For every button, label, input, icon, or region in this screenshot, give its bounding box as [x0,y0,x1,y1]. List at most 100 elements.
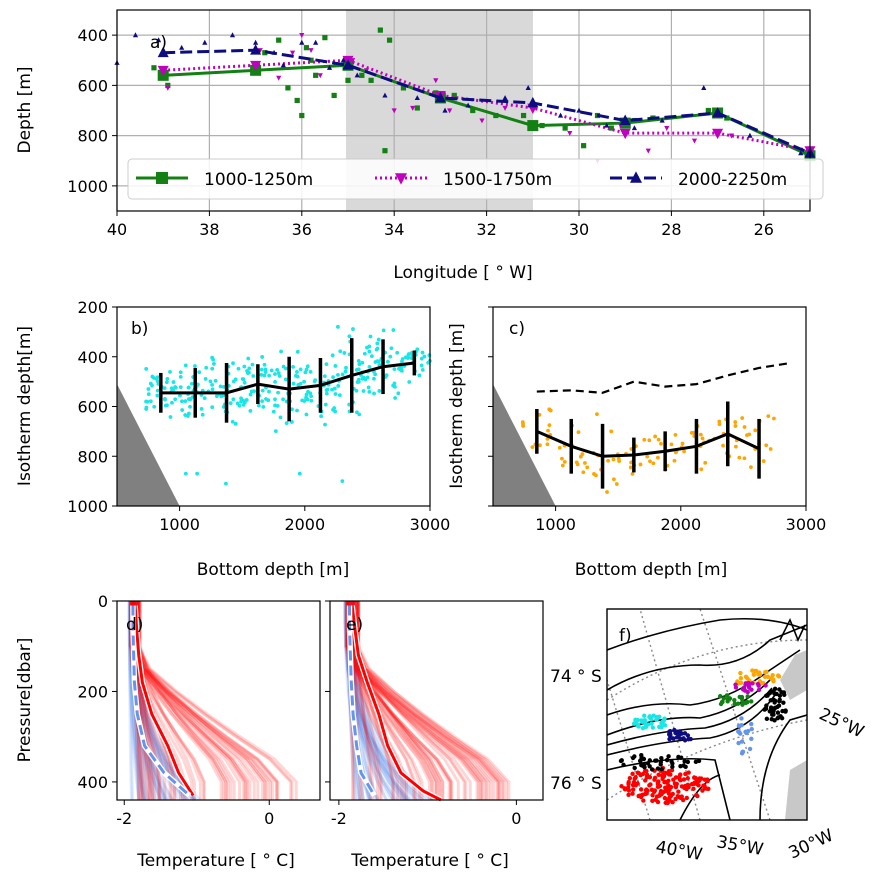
panel-b-ytick-label: 200 [77,298,108,317]
panel-a-ytick-label: 800 [77,127,108,146]
panel-c-point [699,467,704,472]
panel-b-point [260,355,265,359]
panel-b-point [395,350,400,355]
map-station [668,732,673,737]
panel-b-point [372,376,376,381]
map-station [662,723,668,728]
panel-b-point [273,397,277,402]
panel-a-point [502,95,508,101]
panel-c-point [740,416,745,420]
panel-f-frame [606,608,808,821]
panel-e-cold-profile [343,600,380,801]
panel-b-point [312,379,317,384]
panel-e-xtick-label: 0 [511,809,521,828]
panel-c-point [742,425,747,429]
panel-a: 40 38 36 34 32 30 28 26 400 600 800 1000 a) Depth [… [15,9,824,283]
panel-b-point [247,366,252,371]
panel-b-point [178,385,183,390]
panel-b-point [245,369,249,373]
panel-a-xtick-label: 34 [384,220,404,239]
map-station [781,700,786,705]
map-station [773,705,778,711]
panel-b-point [199,407,204,411]
map-station [768,708,773,714]
map-station [630,791,635,796]
map-station [664,757,670,763]
map-station [661,774,667,779]
map-station [763,683,768,688]
map-station [649,767,655,772]
map-station [777,693,783,698]
panel-b-point [420,350,425,355]
panel-b-point [372,391,376,396]
panel-e-label: e) [346,615,363,635]
map-station [668,772,673,777]
panel-a-series-2 [114,32,816,158]
panel-b-point [409,356,414,360]
panel-b-ytick-label: 1000 [67,497,108,516]
panel-b-point [200,412,205,417]
panel-e-cold-profile [350,600,402,801]
panel-a-point [645,148,651,154]
map-station [670,764,675,770]
map-station [732,697,737,703]
panel-b-point [420,368,425,372]
legend-marker-0 [156,172,168,184]
panel-b-point [397,366,401,371]
panel-b-point [344,365,348,370]
panel-a-ytick-label: 1000 [67,177,108,196]
map-station [655,799,661,805]
panel-a-label: a) [150,33,167,53]
panel-a-point [377,27,383,33]
panel-b-point [256,403,261,408]
panel-b-point [178,370,183,375]
panel-a-point [414,105,420,111]
panel-c-point [672,458,677,463]
map-station [659,766,665,772]
panel-b-point [259,372,264,377]
panel-a-point [317,73,323,79]
map-station [632,765,637,771]
panel-e-series-line-1 [348,605,376,797]
map-station [705,786,710,791]
map-station [644,768,649,774]
panel-e-xlabel: Temperature [ ° C] [350,851,509,871]
panel-b-point [304,367,309,372]
panel-a-point [705,107,711,114]
panel-b-point [368,334,373,339]
panel-b-point [210,366,215,371]
legend-marker-1 [395,173,407,185]
panel-b-point [169,386,174,391]
panel-b-point [276,371,281,376]
panel-b-point [228,401,233,406]
map-station [686,737,691,742]
panel-a-xtick-label: 32 [476,220,496,239]
map-station [691,786,696,791]
panel-f-map: f) 74 ° S 76 ° S 40°W 35°W 30°W 25°W [550,608,867,865]
panel-c-point [733,424,738,428]
panel-a-point [502,105,508,111]
map-station [638,787,644,792]
panel-c-label: c) [509,319,525,339]
panel-a-series [114,27,816,164]
map-station [627,776,633,781]
panel-b-point [183,399,188,404]
panel-b-point [251,374,256,378]
panel-e-series-line-0 [350,605,442,802]
map-station [740,686,746,692]
map-station [743,682,748,687]
panel-b-point [267,373,272,378]
panel-c-point [764,443,769,448]
panel-a-series-marker [250,60,262,72]
panel-b-point [171,380,176,384]
map-station [650,798,655,804]
panel-b-point [342,351,347,355]
panel-b-point [173,397,178,402]
map-station [670,761,675,766]
map-station [745,728,751,734]
panel-b-point [400,357,405,361]
panel-c-xtick-label: 3000 [786,515,827,534]
map-station [682,759,687,764]
panel-b-point [333,392,338,396]
panel-c-point [560,456,564,461]
